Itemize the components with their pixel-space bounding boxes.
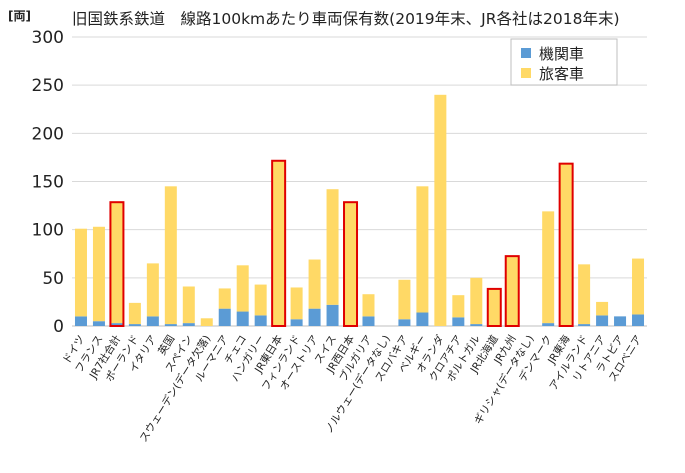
y-axis-label: [両] xyxy=(8,9,31,23)
bar-segment-passenger-car xyxy=(578,264,591,325)
y-tick-label: 300 xyxy=(32,28,64,48)
bar-segment-locomotive xyxy=(542,323,555,326)
bar-segment-locomotive xyxy=(128,324,141,326)
bar-segment-locomotive xyxy=(470,324,483,326)
highlight-outline xyxy=(343,201,359,327)
y-tick-label: 200 xyxy=(32,124,64,144)
bar-segment-locomotive xyxy=(254,315,267,326)
bar-segment-locomotive xyxy=(74,316,87,326)
bar-segment-locomotive xyxy=(452,317,465,326)
bar-segment-passenger-car xyxy=(470,277,483,325)
highlight-outline xyxy=(558,162,574,327)
bar-segment-locomotive xyxy=(308,308,321,326)
bar-segment-locomotive xyxy=(326,304,339,326)
bar-segment-passenger-car xyxy=(398,279,411,320)
bar-segment-passenger-car xyxy=(326,189,339,305)
y-tick-label: 100 xyxy=(32,221,64,241)
bar-segment-locomotive xyxy=(164,324,177,326)
legend-label: 機関車 xyxy=(539,45,584,63)
highlight-outline xyxy=(271,159,287,327)
y-tick-label: 0 xyxy=(53,317,64,337)
bar-segment-passenger-car xyxy=(146,263,159,317)
bar-segment-passenger-car xyxy=(344,202,357,326)
bar-segment-locomotive xyxy=(416,312,429,326)
bar-segment-locomotive xyxy=(632,314,645,326)
bar-segment-passenger-car xyxy=(416,186,429,313)
bar-segment-passenger-car xyxy=(110,202,123,324)
bar-segment-passenger-car xyxy=(506,256,519,326)
bar-segment-locomotive xyxy=(290,319,303,326)
bar-segment-passenger-car xyxy=(272,161,285,326)
bar-segment-passenger-car xyxy=(74,228,87,317)
bar-segment-passenger-car xyxy=(182,286,195,324)
bar-segment-locomotive xyxy=(614,316,627,326)
highlight-outline xyxy=(486,287,502,328)
legend-swatch xyxy=(521,68,531,78)
bar-segment-locomotive xyxy=(110,323,123,326)
y-tick-label: 250 xyxy=(32,76,64,96)
legend-label: 旅客車 xyxy=(539,65,584,83)
legend-swatch xyxy=(521,48,531,58)
bar-segment-locomotive xyxy=(146,316,159,326)
bar-segment-passenger-car xyxy=(560,164,573,326)
y-tick-label: 150 xyxy=(32,173,64,193)
highlight-outline xyxy=(504,255,520,328)
bar-segment-passenger-car xyxy=(200,318,213,326)
bar-segment-locomotive xyxy=(578,324,591,326)
bar-segment-locomotive xyxy=(596,315,609,326)
highlight-outline xyxy=(109,201,125,327)
bar-segment-passenger-car xyxy=(542,211,555,324)
bar-segment-passenger-car xyxy=(164,186,177,325)
bar-segment-passenger-car xyxy=(254,284,267,316)
bar-segment-passenger-car xyxy=(488,289,501,326)
bar-segment-passenger-car xyxy=(308,259,321,309)
bar-segment-passenger-car xyxy=(92,226,105,322)
y-tick-label: 50 xyxy=(42,269,64,289)
bar-segment-passenger-car xyxy=(632,258,645,315)
bar-segment-locomotive xyxy=(236,311,249,326)
bar-segment-locomotive xyxy=(92,321,105,326)
bar-segment-passenger-car xyxy=(290,287,303,320)
bar-segment-passenger-car xyxy=(236,265,249,312)
bar-segment-locomotive xyxy=(398,319,411,326)
bar-segment-locomotive xyxy=(182,323,195,326)
bar-segment-locomotive xyxy=(218,308,231,326)
bar-segment-passenger-car xyxy=(362,294,375,317)
bar-segment-passenger-car xyxy=(452,295,465,318)
chart-title: 旧国鉄系鉄道 線路100kmあたり車両保有数(2019年末、JR各社は2018年… xyxy=(72,10,620,28)
bar-segment-passenger-car xyxy=(128,302,141,325)
bar-segment-locomotive xyxy=(362,316,375,326)
bar-segment-passenger-car xyxy=(596,301,609,316)
bar-segment-passenger-car xyxy=(434,94,447,326)
bar-segment-passenger-car xyxy=(218,288,231,309)
